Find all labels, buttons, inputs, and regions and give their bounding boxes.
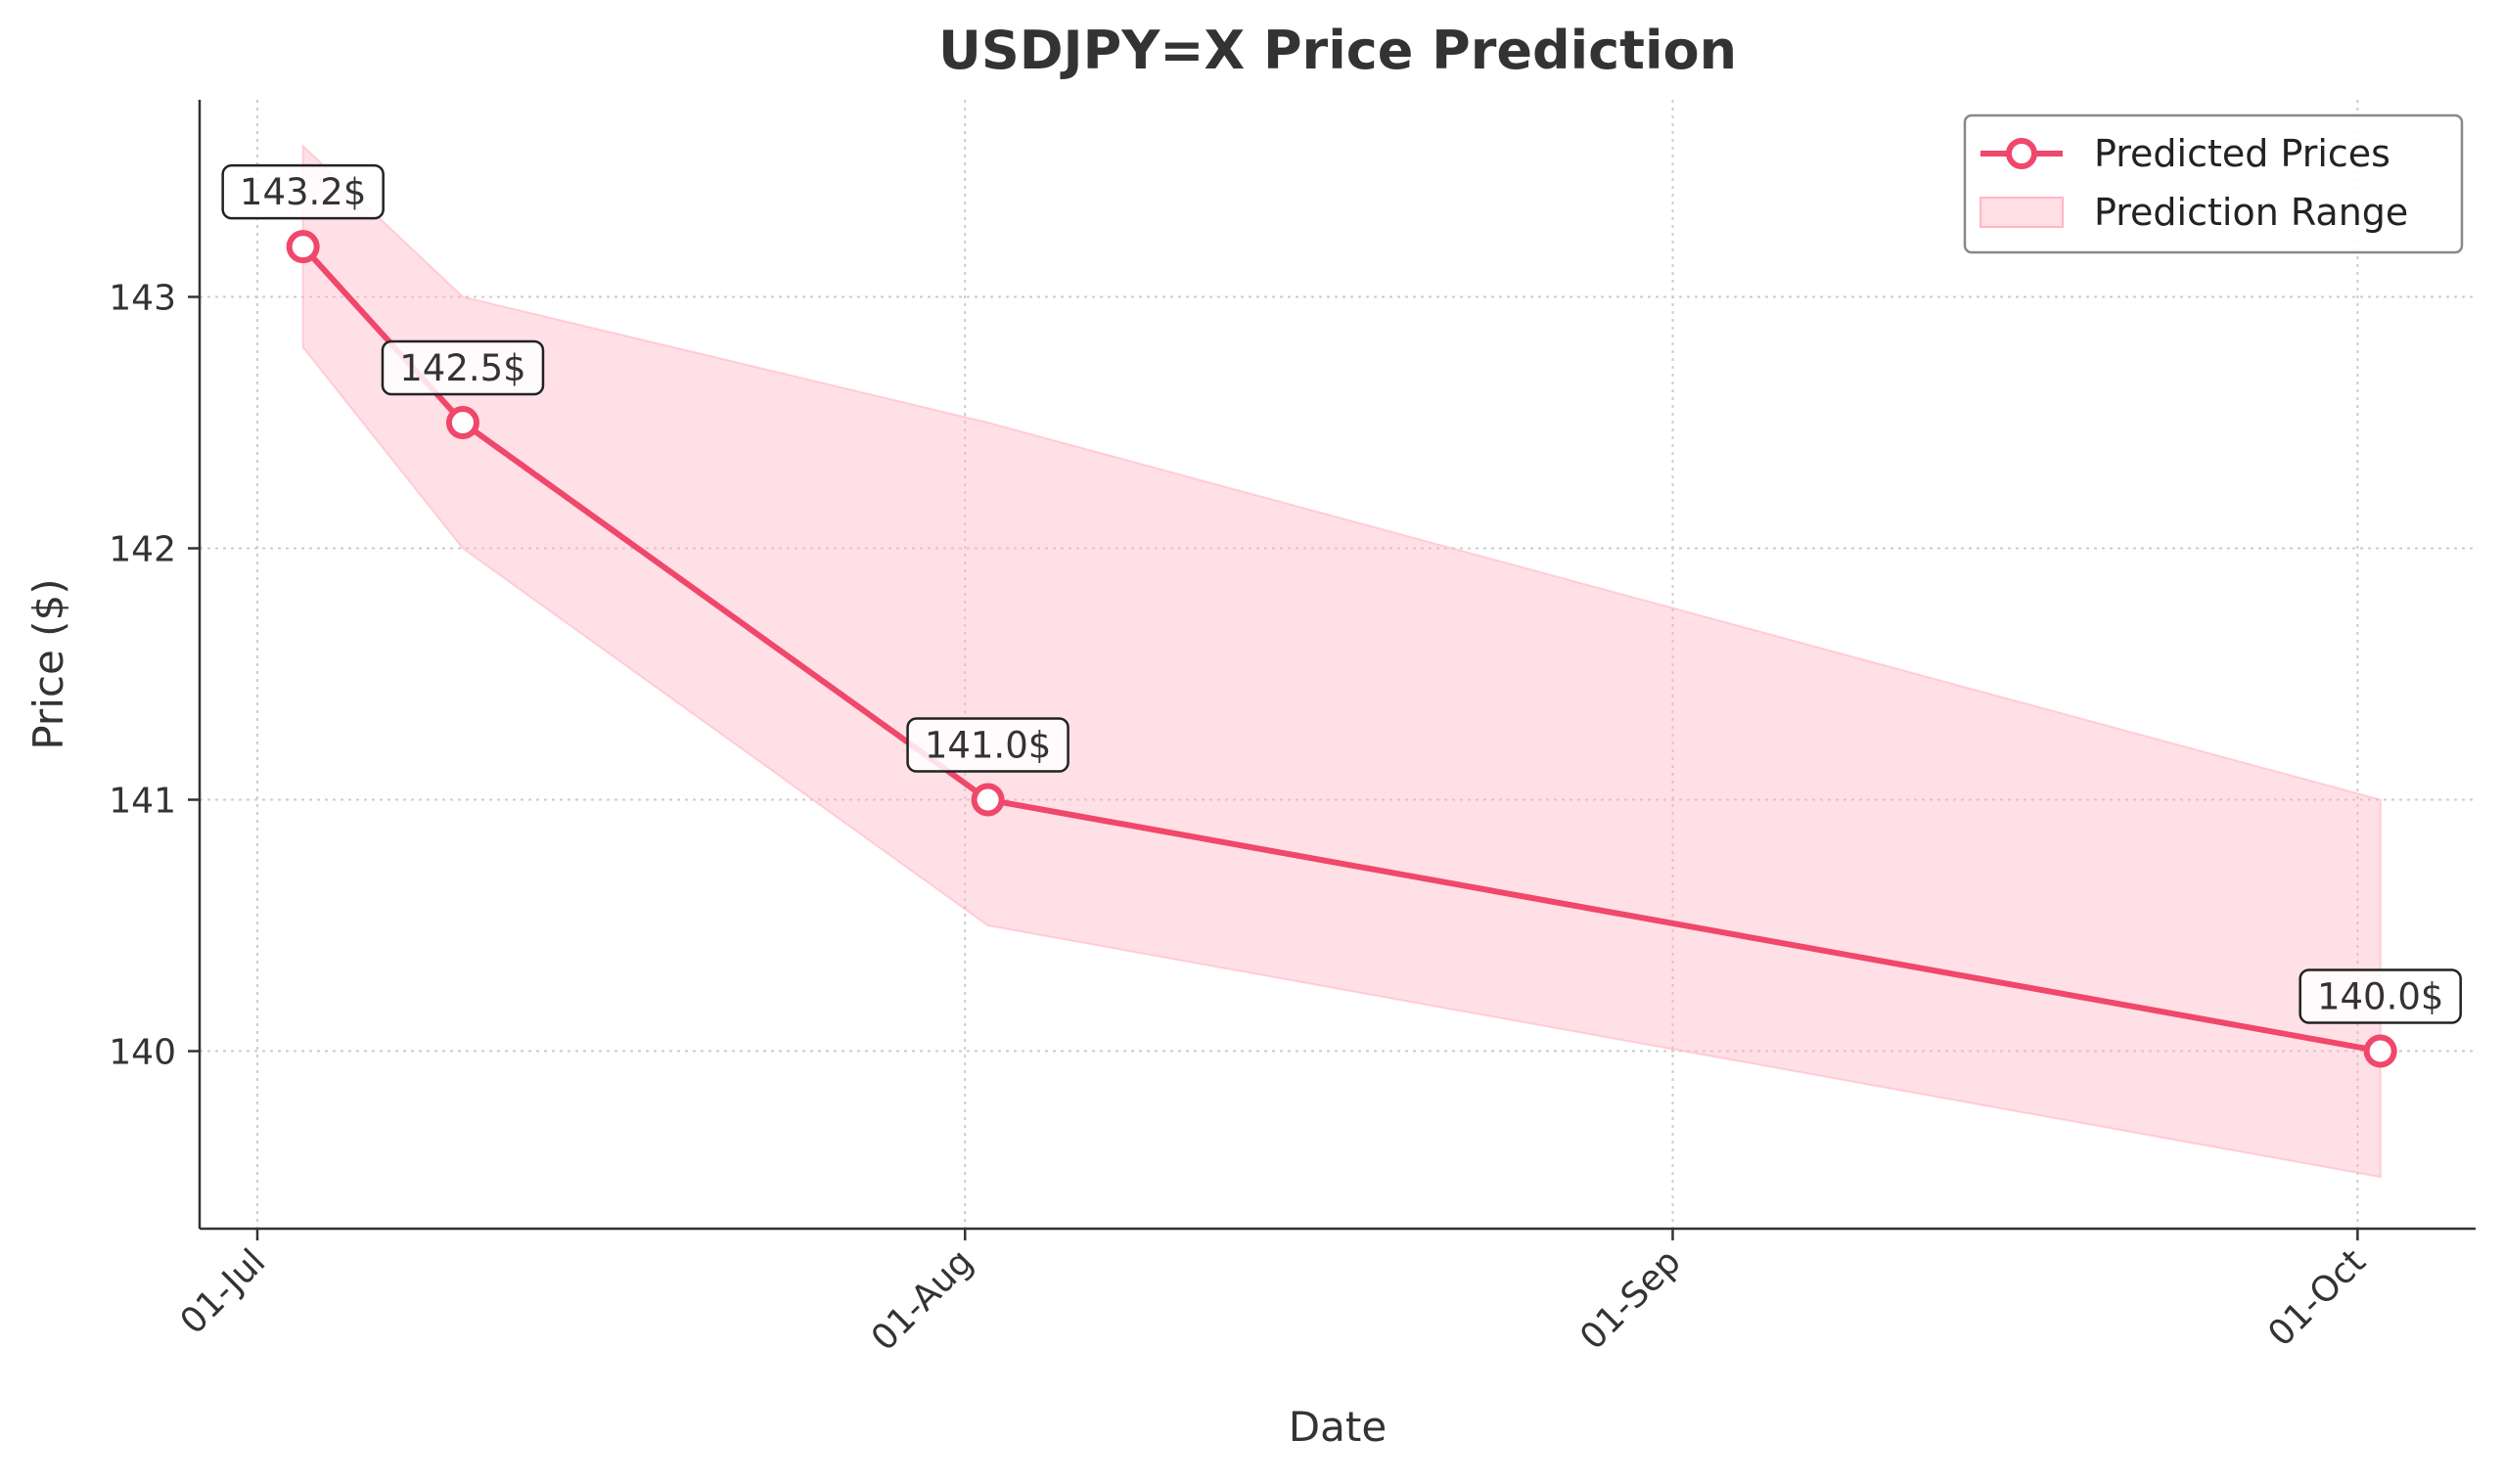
data-label-text: 140.0$ (2317, 976, 2443, 1018)
data-label-text: 142.5$ (399, 347, 525, 389)
x-axis-label: Date (1289, 1403, 1387, 1451)
y-axis-label: Price ($) (24, 578, 72, 749)
data-point-marker (286, 230, 320, 264)
data-label-box (2298, 968, 2462, 1024)
y-tick-label: 143 (109, 279, 176, 319)
legend-box (1963, 113, 2464, 254)
legend-label-prediction-range: Prediction Range (2094, 191, 2408, 234)
y-tick-label: 140 (109, 1033, 176, 1073)
data-label: 140.0$ (2298, 968, 2462, 1024)
legend: Predicted Prices Prediction Range (1963, 113, 2464, 254)
y-tick-label: 141 (109, 782, 176, 822)
predicted-prices-line (286, 230, 2397, 1068)
data-label: 141.0$ (906, 717, 1069, 773)
y-tick-label: 142 (109, 530, 176, 570)
legend-label-predicted-prices: Predicted Prices (2094, 132, 2390, 175)
grid (200, 100, 2476, 1229)
prediction-range-band (301, 143, 2382, 1179)
data-label: 142.5$ (381, 339, 545, 396)
legend-band-swatch (1980, 197, 2064, 228)
chart-title: USDJPY=X Price Prediction (938, 20, 1737, 81)
predicted-prices-polyline (300, 245, 2382, 1055)
data-label-box (221, 163, 385, 220)
data-label: 143.2$ (221, 163, 385, 220)
data-label-text: 143.2$ (240, 171, 366, 213)
data-label-text: 141.0$ (925, 725, 1051, 767)
legend-marker-swatch (2006, 138, 2037, 169)
data-point-marker (445, 406, 479, 439)
data-point-marker (2363, 1034, 2397, 1068)
data-label-box (381, 339, 545, 396)
prediction-range-area (301, 143, 2382, 1179)
data-label-box (906, 717, 1069, 773)
data-labels: 143.2$ 142.5$ 141.0$ 140.0$ (221, 163, 2462, 1024)
data-point-marker (971, 783, 1005, 817)
